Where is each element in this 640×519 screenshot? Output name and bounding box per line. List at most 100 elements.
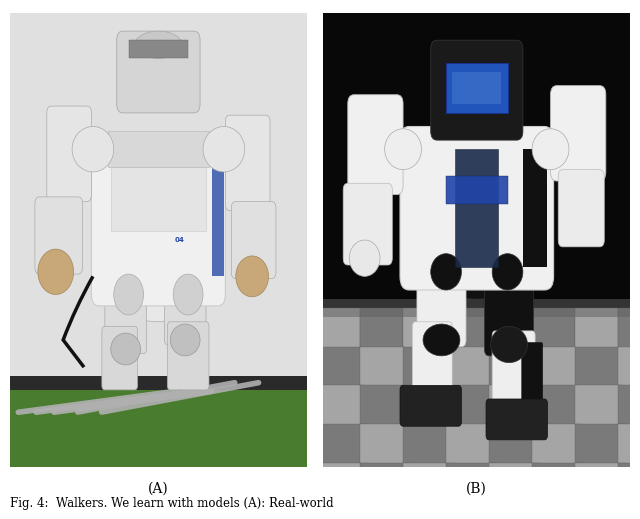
Bar [212,168,224,276]
Bar [317,462,369,512]
Bar [446,501,500,519]
FancyBboxPatch shape [92,138,225,306]
Bar [575,424,625,471]
Ellipse shape [170,324,200,356]
Bar [489,424,538,471]
FancyBboxPatch shape [343,183,392,265]
Text: (B): (B) [467,482,487,496]
FancyBboxPatch shape [105,272,147,353]
Bar [452,72,501,104]
Bar [10,376,307,390]
FancyBboxPatch shape [116,31,200,113]
Bar [403,501,457,519]
Bar [317,347,362,390]
Bar [360,347,405,390]
Bar [446,462,498,512]
Bar [446,385,493,430]
Bar [618,462,640,512]
Ellipse shape [173,274,203,315]
FancyBboxPatch shape [550,86,606,181]
Bar [403,424,452,471]
Ellipse shape [72,127,114,172]
FancyArrowPatch shape [54,391,212,412]
Bar [523,149,547,267]
FancyBboxPatch shape [558,170,604,247]
FancyBboxPatch shape [484,256,534,356]
Bar [446,63,508,113]
Bar [532,501,586,519]
FancyBboxPatch shape [412,322,452,404]
Bar [575,347,620,390]
FancyBboxPatch shape [47,106,92,201]
FancyBboxPatch shape [492,331,535,413]
Ellipse shape [134,31,182,58]
Bar [446,176,508,203]
Ellipse shape [114,274,143,315]
Ellipse shape [114,267,203,322]
Ellipse shape [434,254,520,299]
Bar [129,40,188,58]
Bar [111,167,206,231]
FancyBboxPatch shape [102,326,138,390]
Bar [575,462,627,512]
Bar [618,501,640,519]
FancyArrowPatch shape [102,383,259,412]
FancyBboxPatch shape [231,201,276,279]
FancyBboxPatch shape [400,385,461,426]
Bar [360,385,408,430]
FancyBboxPatch shape [35,197,83,274]
Bar [575,385,623,430]
Bar [618,424,640,471]
Text: (A): (A) [148,482,169,496]
Bar [618,308,640,349]
Bar [317,308,360,349]
Bar [10,385,307,467]
Bar [575,308,618,349]
Bar [403,385,451,430]
Bar [489,385,536,430]
Text: Fig. 4:  Walkers. We learn with models (A): Real-world: Fig. 4: Walkers. We learn with models (A… [10,497,333,510]
Bar [360,308,403,349]
Ellipse shape [38,249,74,295]
Bar [489,308,532,349]
Bar [532,385,579,430]
FancyBboxPatch shape [164,272,206,345]
Bar [317,501,371,519]
Ellipse shape [385,129,422,170]
Bar [403,462,454,512]
Bar [360,424,410,471]
FancyBboxPatch shape [417,256,466,347]
Bar [323,299,630,317]
Bar [489,462,541,512]
Bar [575,501,629,519]
FancyBboxPatch shape [431,40,523,140]
FancyArrowPatch shape [19,391,176,412]
Bar [317,385,364,430]
FancyArrowPatch shape [78,383,235,412]
Ellipse shape [236,256,269,297]
Bar [446,347,492,390]
Bar [317,424,367,471]
Bar [532,424,582,471]
FancyArrowPatch shape [36,391,194,412]
FancyBboxPatch shape [167,322,209,390]
FancyBboxPatch shape [522,342,543,411]
FancyBboxPatch shape [225,115,270,211]
Bar [455,149,499,267]
Bar [446,424,495,471]
Bar [618,385,640,430]
Bar [108,131,209,167]
Text: 04: 04 [174,237,184,243]
Bar [403,308,446,349]
Bar [360,462,412,512]
FancyBboxPatch shape [348,94,403,195]
Bar [532,347,577,390]
Bar [489,501,543,519]
Bar [446,308,489,349]
Bar [403,347,448,390]
Ellipse shape [203,127,244,172]
Ellipse shape [349,240,380,276]
FancyBboxPatch shape [486,399,547,440]
Bar [532,308,575,349]
Ellipse shape [491,326,527,363]
